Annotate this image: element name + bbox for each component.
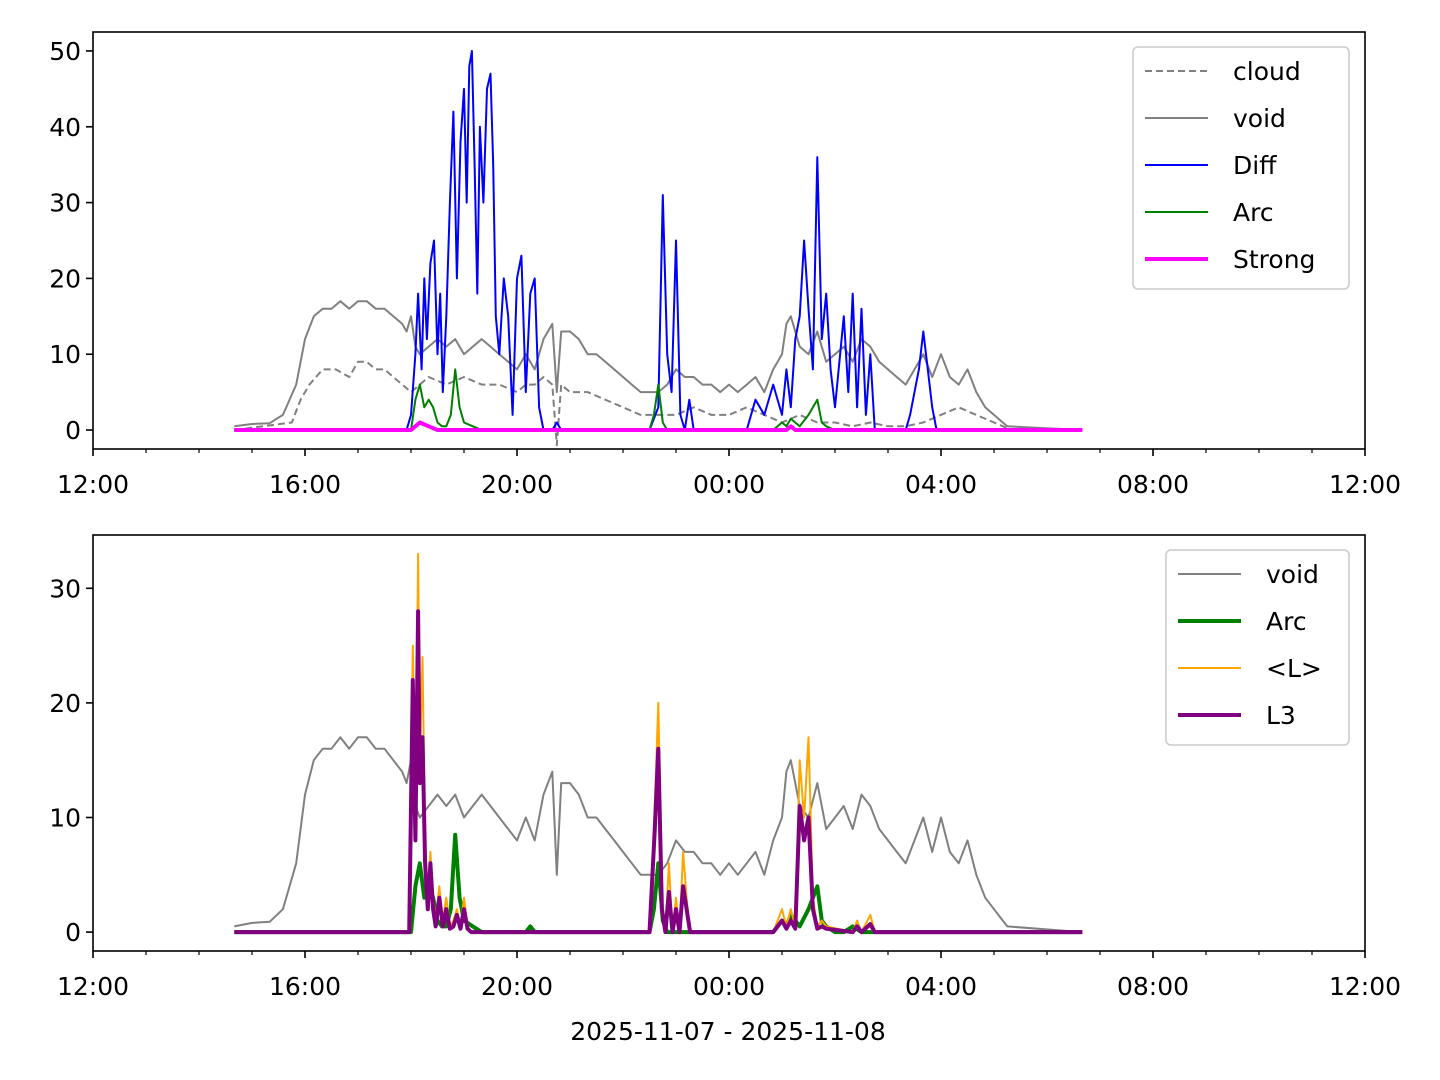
x-tick-label: 08:00 [1117, 470, 1189, 499]
top-chart: 0 10 20 30 40 50 12:00 16:00 20:00 00:00 04:00 08:0… [49, 31, 1401, 499]
x-axis-label: 2025-11-07 - 2025-11-08 [570, 1017, 886, 1046]
y-tick-label: 40 [49, 113, 81, 142]
x-tick-label: 16:00 [269, 972, 341, 1001]
series-line-strong [234, 420, 1083, 432]
x-tick-label: 00:00 [693, 470, 765, 499]
x-tick-label: 04:00 [905, 972, 977, 1001]
x-tick-label: 12:00 [57, 470, 129, 499]
legend-label: <L> [1266, 654, 1322, 683]
x-tick-label: 04:00 [905, 470, 977, 499]
x-tick-label: 12:00 [57, 972, 129, 1001]
y-tick-label: 0 [65, 918, 81, 947]
x-tick-label: 16:00 [269, 470, 341, 499]
series-line-cloud [234, 360, 1083, 447]
y-tick-label: 30 [49, 574, 81, 603]
y-tick-label: 20 [49, 689, 81, 718]
legend-label: Diff [1233, 151, 1277, 180]
legend-label: Arc [1266, 607, 1307, 636]
x-tick-label: 12:00 [1329, 972, 1401, 1001]
legend-label: cloud [1233, 57, 1301, 86]
legend-label: Strong [1233, 245, 1315, 274]
y-tick-label: 30 [49, 189, 81, 218]
legend-label: void [1266, 560, 1319, 589]
legend-label: Arc [1233, 198, 1274, 227]
legend-box [1165, 549, 1350, 746]
y-tick-label: 20 [49, 264, 81, 293]
x-tick-label: 08:00 [1117, 972, 1189, 1001]
legend-box [1132, 46, 1350, 290]
series-line-l3 [234, 609, 1083, 935]
x-tick-label: 00:00 [693, 972, 765, 1001]
legend-label: void [1233, 104, 1286, 133]
legend: void Arc <L> L3 [1165, 549, 1350, 746]
series-line-void [234, 300, 1083, 431]
series-line-diff [234, 50, 1083, 431]
legend-label: L3 [1266, 701, 1296, 730]
series-line-void [234, 736, 1083, 934]
series-group [234, 552, 1083, 935]
bottom-chart: 0 10 20 30 12:00 16:00 20:00 00:00 04:00 08:00 12:… [49, 534, 1401, 1001]
y-tick-label: 0 [65, 416, 81, 445]
x-tick-label: 12:00 [1329, 470, 1401, 499]
series-group [234, 50, 1083, 447]
y-tick-label: 50 [49, 37, 81, 66]
x-tick-label: 20:00 [481, 972, 553, 1001]
legend: cloud void Diff Arc Strong [1132, 46, 1350, 290]
x-tick-label: 20:00 [481, 470, 553, 499]
y-tick-label: 10 [49, 340, 81, 369]
y-tick-label: 10 [49, 803, 81, 832]
series-line-arc [234, 832, 1083, 935]
